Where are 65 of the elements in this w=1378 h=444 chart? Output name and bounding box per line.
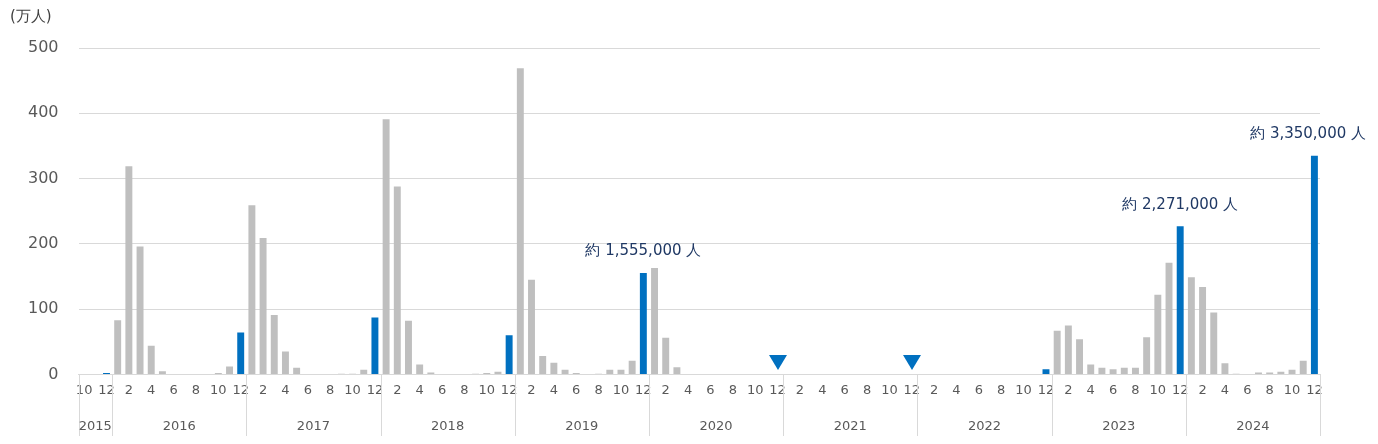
x-tick-label: 6: [706, 381, 715, 397]
x-tick-label: 8: [1265, 381, 1274, 397]
x-tick-label: 6: [840, 381, 849, 397]
x-tick-label: 8: [460, 381, 469, 397]
y-axis-title: (万人): [10, 7, 52, 26]
x-tick-label: 2: [930, 381, 939, 397]
x-tick-label: 10: [1149, 381, 1167, 397]
x-tick-label: 6: [303, 381, 312, 397]
text: 2019: [565, 418, 599, 433]
x-tick-label: 10: [478, 381, 496, 397]
x-tick-label: 6: [1108, 381, 1118, 397]
x-tick-label: 4: [683, 381, 693, 397]
x-tick-label: 4: [818, 381, 827, 397]
x-tick-label: 4: [1086, 381, 1095, 397]
x-tick-label: 4: [549, 381, 559, 397]
y-tick-label: 0: [48, 363, 59, 383]
x-tick-label: 4: [281, 381, 290, 397]
x-tick-label: 10: [746, 381, 764, 397]
text: 2021: [833, 418, 867, 433]
text: 2023: [1102, 418, 1136, 433]
x-tick-label: 2: [258, 381, 268, 397]
x-tick-label: 10: [881, 381, 898, 397]
x-tick-label: 2: [661, 381, 670, 397]
x-tick-label: 2: [795, 381, 805, 397]
x-tick-label: 6: [1243, 381, 1252, 397]
y-tick-label: 300: [27, 167, 59, 187]
x-tick-label: 10: [1015, 381, 1032, 397]
x-tick-label: 8: [728, 381, 737, 397]
x-tick-label: 6: [572, 381, 581, 397]
x-tick-label: 10: [344, 381, 361, 397]
x-tick-label: 10: [612, 381, 630, 397]
x-tick-label: 8: [997, 381, 1006, 397]
text: 2020: [699, 418, 733, 433]
x-tick-label: 8: [594, 381, 603, 397]
x-tick-label: 2: [1064, 381, 1073, 397]
x-tick-label: 4: [1220, 381, 1230, 397]
x-tick-label: 10: [1283, 381, 1301, 397]
x-tick-label: 8: [862, 381, 872, 397]
x-tick-label: 8: [191, 381, 201, 397]
y-tick-label: 100: [27, 298, 59, 318]
x-tick-label: 10: [210, 381, 227, 397]
data-label: 約 2,271,000 人: [1122, 194, 1239, 213]
text: 2016: [162, 418, 196, 433]
text: 2024: [1236, 418, 1270, 433]
x-tick-label: 8: [1131, 381, 1140, 397]
text: 2022: [967, 418, 1002, 433]
data-label: 約 1,555,000 人: [585, 241, 702, 260]
text: 2018: [431, 418, 465, 433]
x-tick-label: 2: [124, 381, 134, 397]
text: 2015: [78, 418, 112, 433]
x-tick-label: 4: [147, 381, 156, 397]
x-tick-label: 6: [974, 381, 984, 397]
y-tick-label: 200: [27, 233, 59, 252]
x-tick-label: 2: [1198, 381, 1207, 397]
x-tick-label: 2: [393, 381, 402, 397]
y-tick-label: 400: [27, 102, 59, 122]
x-tick-label: 2: [527, 381, 536, 397]
x-tick-label: 6: [169, 381, 178, 397]
text: 2017: [296, 418, 330, 433]
x-tick-label: 4: [415, 381, 424, 397]
x-tick-label: 6: [437, 381, 447, 397]
x-tick-label: 4: [952, 381, 961, 397]
y-tick-label: 500: [27, 37, 59, 57]
data-label: 約 3,350,000 人: [1250, 124, 1367, 143]
x-tick-label: 8: [326, 381, 335, 397]
